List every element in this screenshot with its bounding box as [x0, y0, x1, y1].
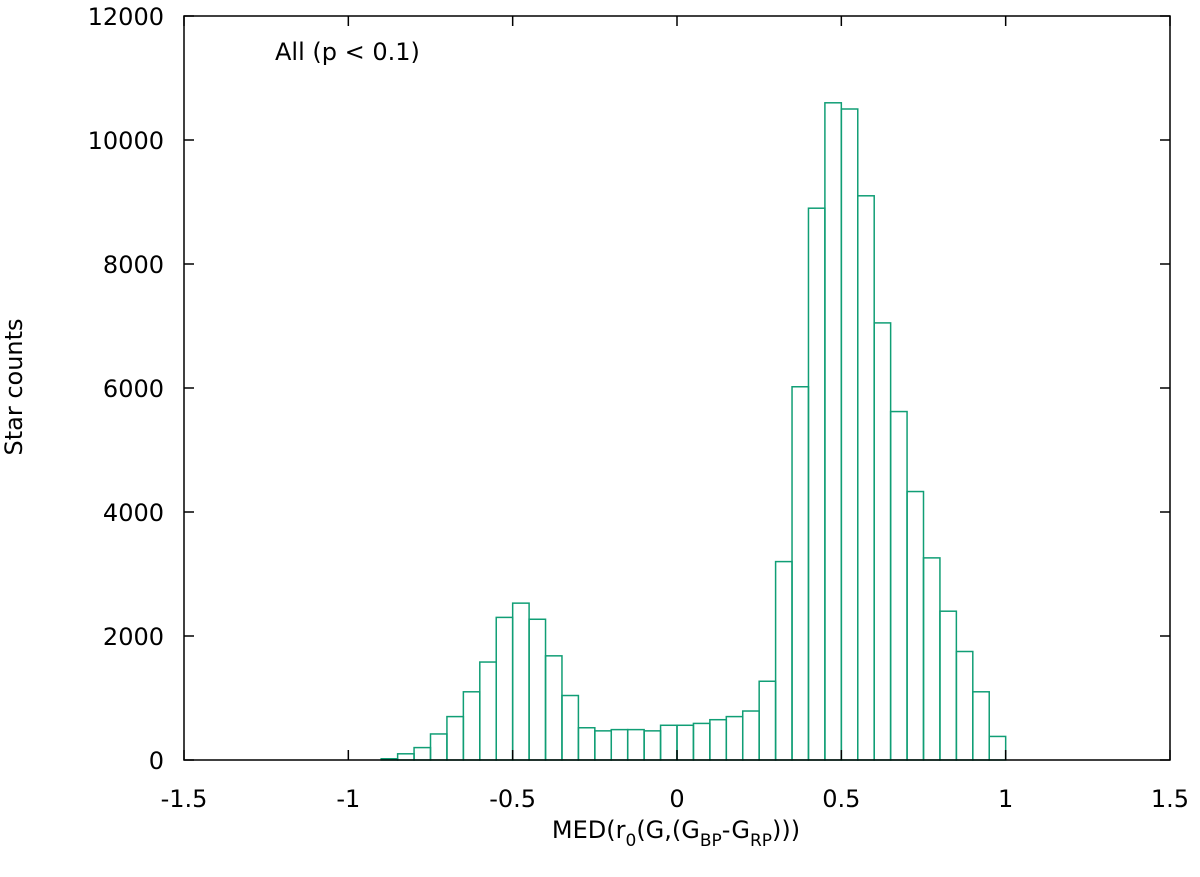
histogram-bar [939, 610, 958, 761]
histogram-bar [446, 715, 465, 761]
x-tick-label: -1 [336, 785, 360, 813]
axis-ticks [183, 15, 1171, 761]
y-tick-label: 12000 [88, 3, 164, 31]
histogram-bar [774, 560, 793, 761]
histogram-bar [577, 727, 596, 761]
x-tick-labels: -1.5 -1 -0.5 0 0.5 1 1.5 [161, 785, 1190, 813]
histogram-bar [479, 661, 497, 761]
histogram-bar [626, 728, 645, 761]
x-tick-label: 0 [669, 785, 684, 813]
chart-annotation: All (p < 0.1) [275, 38, 420, 66]
x-label-suffix: ))) [772, 816, 800, 844]
histogram-bar [741, 710, 760, 761]
histogram-bar [955, 650, 974, 761]
x-label-mid: (G,(G [636, 816, 700, 844]
x-label-dash: -G [722, 816, 750, 844]
histogram-bar [676, 724, 695, 761]
x-label-sub-r0: 0 [625, 831, 636, 851]
histogram-bar [824, 102, 843, 761]
histogram-bar [429, 733, 448, 761]
histogram-bar [857, 195, 875, 761]
histogram-bar [462, 691, 481, 761]
histogram-bar [692, 722, 711, 761]
histogram-bar [396, 753, 415, 761]
y-tick-label: 10000 [88, 127, 164, 155]
histogram-bar [758, 680, 777, 761]
histogram-bars [380, 102, 1007, 761]
histogram-bar [906, 490, 925, 761]
histogram-bar [840, 108, 859, 761]
y-tick-label: 4000 [103, 499, 164, 527]
x-tick-label: -1.5 [161, 785, 208, 813]
y-tick-label: 0 [149, 747, 164, 775]
histogram-bar [594, 730, 613, 761]
histogram-bar [889, 410, 908, 761]
histogram-bar [495, 616, 514, 761]
y-tick-label: 8000 [103, 251, 164, 279]
histogram-bar [725, 715, 744, 761]
histogram-bar [659, 724, 678, 761]
x-label-sub-bp: BP [700, 831, 722, 851]
histogram-bar [561, 694, 580, 761]
histogram-bar [643, 730, 662, 761]
histogram-bar [988, 735, 1007, 761]
histogram-bar [873, 322, 892, 761]
histogram-bar [610, 728, 629, 761]
plot-frame [183, 15, 1171, 761]
x-axis-label: MED(r0(G,(GBP-GRP))) [552, 816, 800, 851]
histogram-bar [922, 557, 941, 761]
histogram-bar [544, 655, 563, 761]
x-label-sub-rp: RP [750, 831, 772, 851]
histogram-bar [709, 718, 728, 761]
y-axis-label: Star counts [0, 318, 28, 455]
x-tick-label: 1.5 [1151, 785, 1189, 813]
x-label-prefix: MED(r [552, 816, 626, 844]
x-tick-label: -0.5 [489, 785, 536, 813]
x-tick-label: 0.5 [822, 785, 860, 813]
y-tick-label: 2000 [103, 623, 164, 651]
x-tick-label: 1 [998, 785, 1013, 813]
histogram-bar [413, 746, 432, 761]
histogram-bar [807, 207, 826, 761]
histogram-bar [511, 602, 530, 761]
histogram-bar [528, 618, 547, 761]
histogram-bar [791, 386, 810, 761]
y-tick-label: 6000 [103, 375, 164, 403]
y-tick-labels: 0 2000 4000 6000 8000 10000 12000 [88, 3, 164, 775]
histogram-bar [972, 691, 990, 761]
